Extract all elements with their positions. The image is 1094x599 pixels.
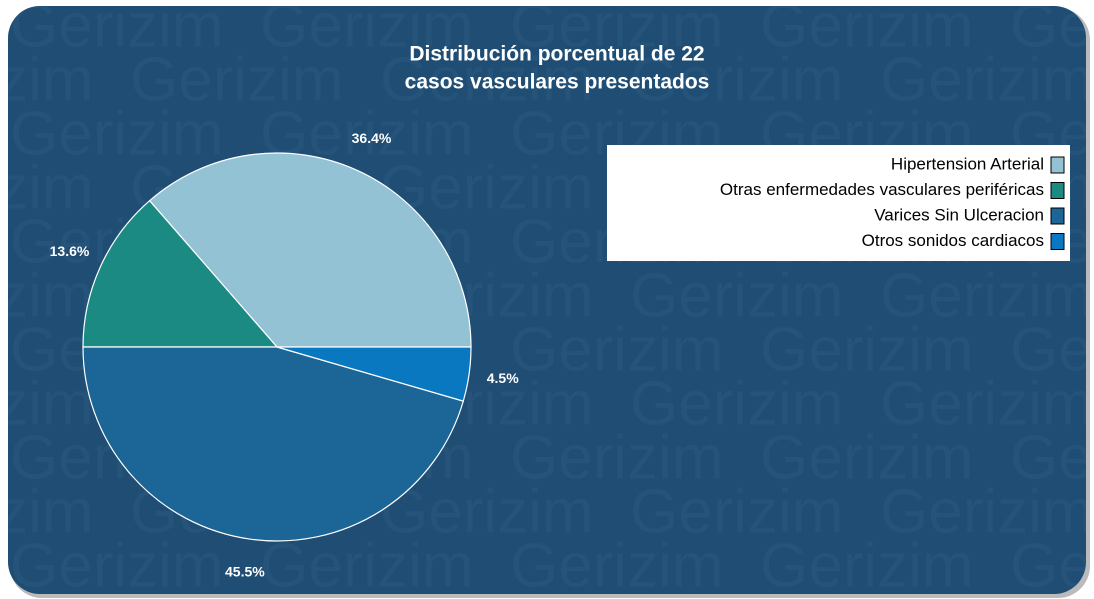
watermark-text: Gerizim xyxy=(0,45,94,114)
watermark-text: Gerizim xyxy=(880,369,1094,438)
pie-slice xyxy=(82,199,279,348)
legend-swatch xyxy=(1050,182,1065,199)
legend-label: Otros sonidos cardiacos xyxy=(862,231,1044,250)
legend-label: Otras enfermedades vasculares periférica… xyxy=(720,180,1044,199)
data-label: 36.4% xyxy=(352,130,392,146)
watermark-text: Gerizim xyxy=(760,531,974,599)
watermark-text: Gerizim xyxy=(260,531,474,599)
watermark-text: Gerizim xyxy=(510,0,724,60)
data-label: 13.6% xyxy=(50,243,90,259)
watermark-text: Gerizim xyxy=(1010,0,1094,60)
legend-label: Varices Sin Ulceracion xyxy=(874,205,1044,224)
pie-slice xyxy=(276,346,472,402)
watermark-text: Gerizim xyxy=(760,0,974,60)
watermark-text: Gerizim xyxy=(880,45,1094,114)
legend-swatch xyxy=(1050,233,1065,250)
watermark-text: Gerizim xyxy=(760,315,974,384)
watermark-text: Gerizim xyxy=(510,315,724,384)
watermark-text: Gerizim xyxy=(880,477,1094,546)
watermark-text: Gerizim xyxy=(630,45,844,114)
legend-label: Hipertension Arterial xyxy=(891,154,1044,173)
watermark-text: Gerizim xyxy=(130,45,344,114)
watermark-text: Gerizim xyxy=(630,477,844,546)
watermark-text: Gerizim xyxy=(880,261,1094,330)
chart-title: Distribución porcentual de 22 xyxy=(409,43,704,66)
watermark-text: Gerizim xyxy=(630,261,844,330)
watermark-text: Gerizim xyxy=(1010,531,1094,599)
watermark-text: Gerizim xyxy=(760,423,974,492)
watermark-text: Gerizim xyxy=(510,531,724,599)
watermark-text: Gerizim xyxy=(260,0,474,60)
watermark-text: Gerizim xyxy=(0,369,94,438)
pie-slice xyxy=(82,346,465,542)
watermark-text: Gerizim xyxy=(380,477,594,546)
watermark-text: Gerizim xyxy=(10,531,224,599)
watermark-text: Gerizim xyxy=(380,45,594,114)
watermark-text: Gerizim xyxy=(1010,423,1094,492)
legend-swatch xyxy=(1050,156,1065,174)
watermark-text: Gerizim xyxy=(10,99,224,168)
watermark-text: Gerizim xyxy=(1010,315,1094,384)
watermark-text: Gerizim xyxy=(630,369,844,438)
plot: Distribución porcentual de 22 casos vascu… xyxy=(50,43,1070,579)
watermark-text: Gerizim xyxy=(0,153,94,222)
legend-box xyxy=(607,145,1070,261)
pie-slice xyxy=(148,152,472,348)
data-label: 4.5% xyxy=(487,370,519,386)
watermark-text: Gerizim xyxy=(0,477,94,546)
data-label: 45.5% xyxy=(225,563,265,579)
watermark-text: Gerizim xyxy=(0,261,94,330)
watermark-text: Gerizim xyxy=(10,0,224,60)
legend-swatch xyxy=(1050,207,1065,225)
watermark-text: Gerizim xyxy=(510,423,724,492)
chart-title: casos vasculares presentados xyxy=(405,71,710,94)
